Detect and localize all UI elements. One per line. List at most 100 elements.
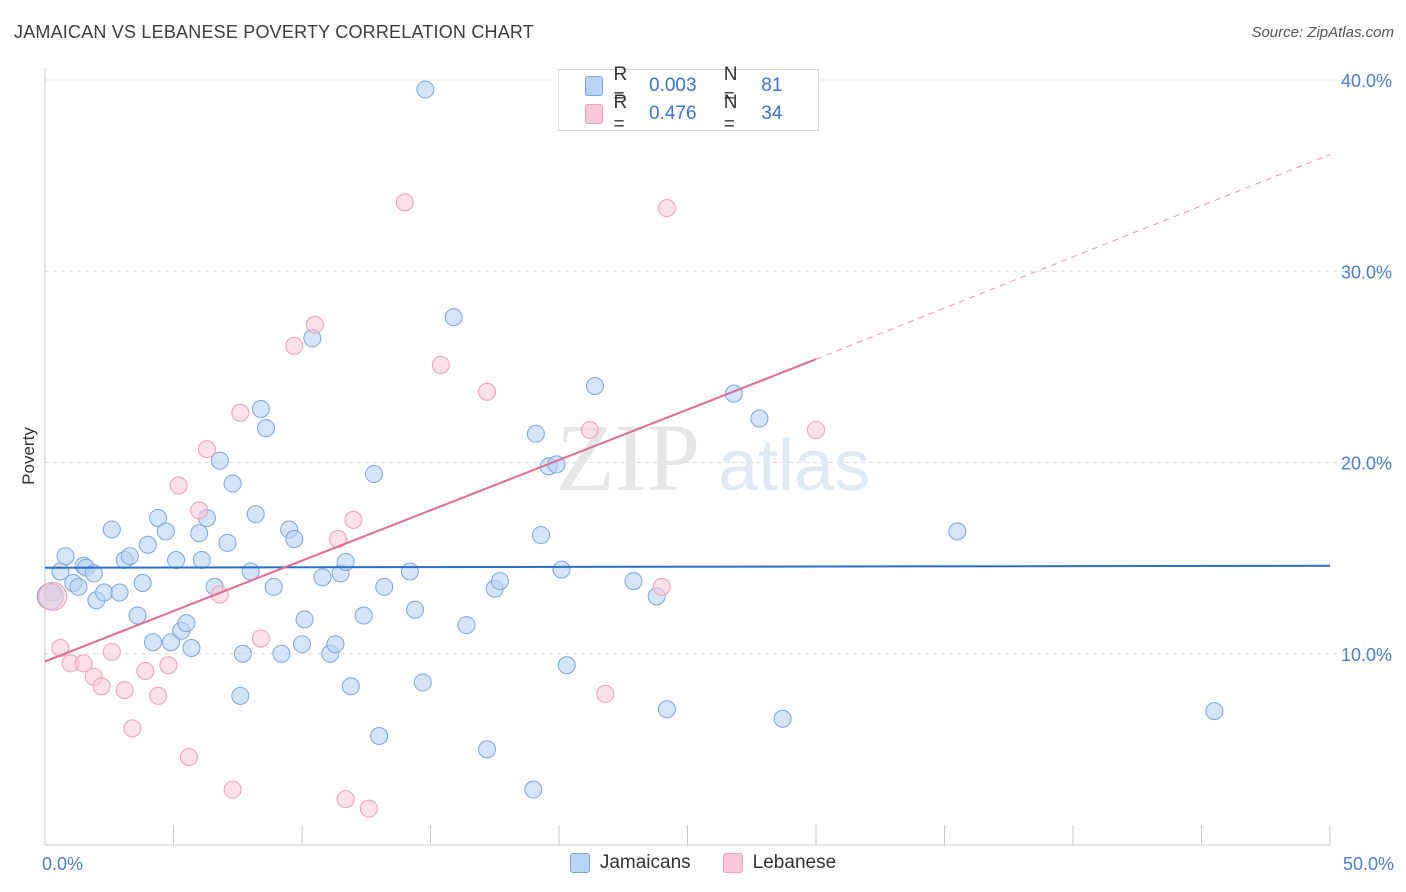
jamaican-point	[524, 780, 543, 799]
lebanese-point	[136, 661, 155, 680]
jamaican-point	[56, 547, 75, 566]
lebanese-swatch	[585, 104, 604, 124]
legend-item-jamaicans[interactable]: Jamaicans	[569, 852, 691, 874]
jamaican-point	[110, 583, 129, 602]
lebanese-point	[251, 629, 270, 648]
tick-labels: 10.0% 20.0% 30.0% 40.0% 0.0% 50.0%	[42, 71, 1394, 874]
lebanese-point	[159, 656, 178, 675]
legend-item-lebanese[interactable]: Lebanese	[722, 852, 837, 874]
lebanese-point	[231, 403, 250, 422]
x-tick-label: 0.0%	[42, 854, 83, 874]
grid-lines	[45, 79, 1392, 655]
jamaican-point	[120, 547, 139, 566]
y-tick-label: 20.0%	[1341, 454, 1392, 474]
jamaican-point	[156, 522, 175, 541]
jamaican-point	[585, 377, 604, 395]
lebanese-point	[596, 684, 615, 703]
jamaicans-swatch	[585, 76, 604, 96]
jamaican-point	[182, 639, 201, 658]
jamaican-point	[370, 726, 389, 745]
jamaican-point	[295, 610, 314, 629]
legend-label-jamaicans: Jamaicans	[599, 852, 691, 873]
lebanese-point	[102, 642, 121, 661]
n-value: 34	[761, 103, 783, 124]
jamaican-point	[375, 577, 394, 596]
y-tick-label: 40.0%	[1341, 71, 1392, 91]
legend-label-lebanese: Lebanese	[752, 852, 837, 873]
lebanese-point	[652, 577, 671, 596]
lebanese-point	[197, 440, 216, 459]
lebanese-point	[807, 420, 825, 439]
jamaican-point	[750, 409, 769, 428]
jamaicans-trend-line	[44, 564, 1331, 569]
jamaican-point	[478, 740, 497, 759]
lebanese-point	[179, 748, 198, 767]
legend-row-lebanese: R = 0.476 N = 34	[585, 92, 818, 135]
jamaican-point	[341, 677, 360, 696]
jamaican-point	[133, 573, 152, 592]
lebanese-point	[223, 780, 242, 799]
jamaican-point	[218, 533, 237, 552]
lebanese-point	[123, 719, 142, 738]
jamaican-point	[557, 656, 576, 675]
jamaican-point	[231, 686, 250, 705]
jamaican-point	[143, 633, 162, 652]
jamaicans-swatch	[569, 853, 590, 873]
jamaican-point	[657, 700, 676, 719]
lebanese-point	[657, 199, 676, 218]
jamaican-point	[102, 520, 121, 539]
jamaican-point	[313, 568, 332, 587]
jamaican-point	[233, 644, 252, 663]
n-value: 81	[761, 75, 783, 96]
jamaican-point	[526, 424, 545, 443]
jamaican-point	[444, 308, 463, 327]
jamaican-point	[251, 399, 270, 418]
r-value: 0.476	[649, 103, 697, 124]
n-label: N =	[723, 92, 738, 135]
jamaican-point	[138, 535, 157, 554]
series-legend: Jamaicans Lebanese	[0, 852, 1406, 874]
jamaican-point	[552, 560, 571, 579]
jamaican-point	[161, 633, 180, 652]
lebanese-point	[190, 501, 209, 520]
watermark-zip: ZIP	[556, 404, 700, 511]
stats-legend: R = 0.003 N = 81 R = 0.476 N = 34	[558, 64, 819, 135]
lebanese-point	[478, 382, 497, 401]
jamaican-point	[190, 524, 209, 543]
axes	[44, 68, 1331, 846]
n-label: N =	[723, 64, 738, 107]
r-label: R =	[613, 92, 628, 135]
legend-row-jamaicans: R = 0.003 N = 81	[585, 64, 818, 107]
jamaican-point	[84, 564, 103, 583]
lebanese-point	[305, 315, 324, 334]
jamaican-point	[167, 551, 186, 570]
jamaican-point	[948, 522, 967, 541]
jamaican-point	[149, 508, 168, 527]
lebanese-point	[169, 476, 188, 495]
jamaican-point	[326, 635, 345, 654]
jamaican-point	[457, 616, 476, 635]
jamaican-point	[272, 644, 291, 663]
r-value: 0.003	[649, 75, 697, 96]
jamaican-point	[246, 505, 265, 524]
jamaican-point	[192, 551, 211, 570]
jamaican-point	[336, 552, 355, 571]
jamaican-point	[223, 474, 242, 493]
lebanese-point	[359, 799, 378, 818]
jamaican-point	[354, 606, 373, 625]
source-label: Source: ZipAtlas.com	[1251, 24, 1394, 41]
y-tick-label: 30.0%	[1341, 262, 1392, 282]
jamaican-point	[257, 419, 276, 438]
x-tick-label: 50.0%	[1343, 854, 1394, 874]
jamaican-point	[364, 464, 383, 483]
trend-lines	[44, 154, 1331, 663]
lebanese-point	[344, 510, 363, 529]
lebanese-point	[74, 654, 93, 673]
lebanese-point	[431, 355, 450, 374]
lebanese-point	[51, 639, 70, 658]
lebanese-point	[285, 336, 304, 355]
chart-title: JAMAICAN VS LEBANESE POVERTY CORRELATION…	[14, 22, 534, 42]
jamaican-point	[400, 562, 419, 581]
jamaican-point	[413, 673, 432, 692]
lebanese-point	[149, 686, 168, 705]
